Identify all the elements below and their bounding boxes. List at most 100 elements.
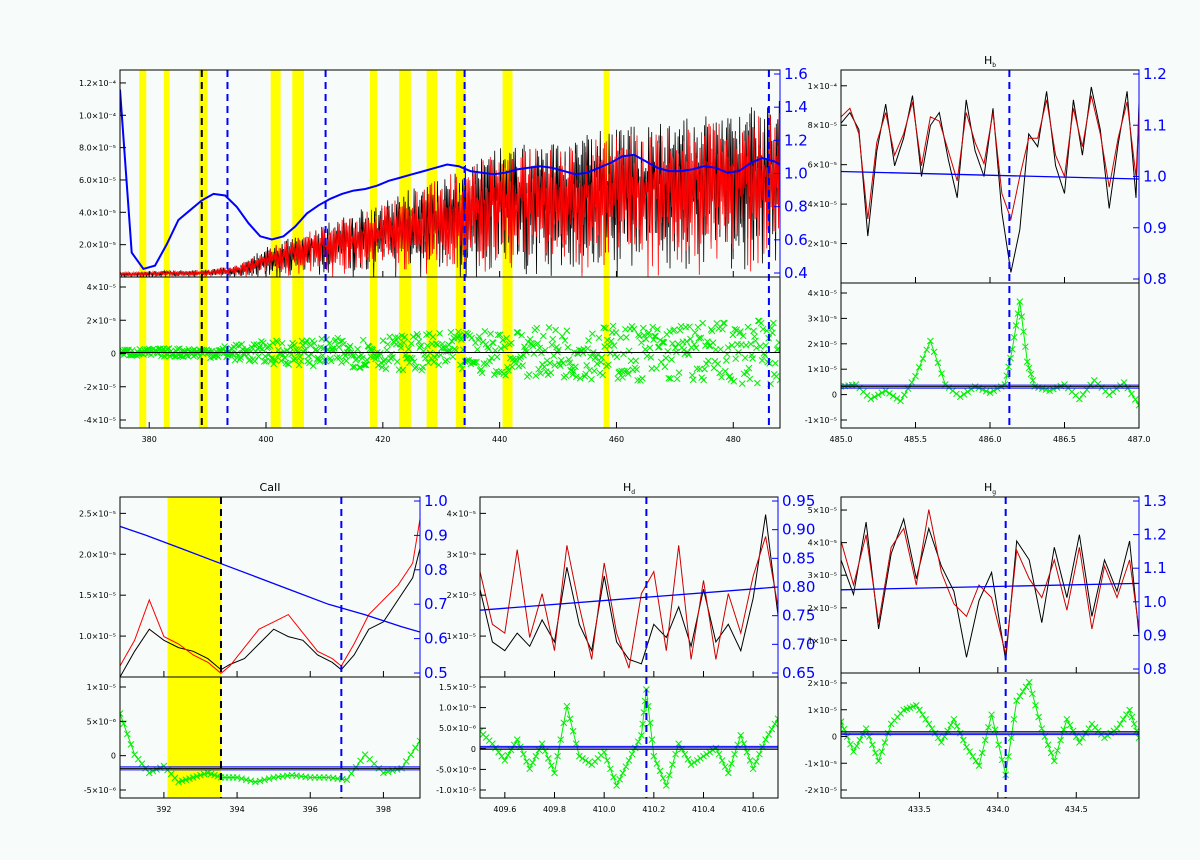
- x-tick-label: 487.0: [1128, 435, 1151, 444]
- flux-tick-label: 1×10⁻⁵: [808, 636, 837, 645]
- series-model: [120, 113, 780, 277]
- flux-plot-area: [120, 518, 420, 677]
- ratio-tick-label: 0.65: [782, 664, 815, 682]
- ratio-tick-label: 1.2: [784, 131, 808, 149]
- panel-hgamma: 433.5 434.0 434.5 1×10⁻⁵ 2×10⁻⁵ 3×10⁻⁵ 4×10⁻⁵ 5…: [805, 481, 1167, 814]
- x-tick-label: 485.0: [830, 435, 853, 444]
- panel-title: Hb: [984, 54, 996, 69]
- series-residual-markers: [120, 317, 780, 388]
- residual-tick-label: -5×10⁻⁶: [84, 786, 116, 795]
- residual-plot-area: [841, 298, 1139, 409]
- flux-tick-label: 1.0×10⁻⁵: [79, 632, 116, 641]
- x-tick-label: 396: [303, 805, 318, 814]
- flux-plot-area: [120, 89, 780, 277]
- x-tick-label: 410.4: [692, 805, 715, 814]
- residual-tick-label: -5.0×10⁻⁶: [436, 765, 476, 774]
- series-ratio: [480, 586, 778, 611]
- ratio-tick-label: 0.8: [424, 561, 448, 579]
- x-tick-label: 486.5: [1053, 435, 1076, 444]
- series-observed: [120, 548, 420, 677]
- flux-tick-label: 1.2×10⁻⁴: [79, 79, 116, 88]
- flux-tick-label: 4×10⁻⁵: [808, 200, 837, 209]
- residual-plot-area: [120, 710, 420, 786]
- residual-frame: [119, 676, 421, 799]
- flux-tick-label: 1×10⁻⁵: [447, 632, 476, 641]
- residual-frame: [479, 676, 779, 799]
- ratio-tick-label: 1.3: [1143, 492, 1167, 510]
- highlight-band: [426, 70, 438, 428]
- flux-tick-label: 4×10⁻⁵: [808, 539, 837, 548]
- ratio-tick-label: 1.6: [784, 65, 808, 83]
- ratio-tick-label: 0.6: [424, 630, 448, 648]
- series-ratio: [120, 89, 780, 271]
- ratio-tick-label: 0.85: [782, 549, 815, 567]
- series-observed: [841, 86, 1139, 273]
- panel-overview: 380 400 420 440 460 480 2.0×10⁻⁵ 4.0×10⁻⁵ 6.0×10…: [79, 65, 808, 444]
- residual-tick-label: 1.5×10⁻⁵: [439, 683, 476, 692]
- x-tick-label: 420: [375, 435, 390, 444]
- residual-tick-label: 2×10⁻⁵: [87, 316, 116, 325]
- panel-title: CaII: [260, 481, 281, 494]
- ratio-tick-label: 1.1: [1143, 559, 1167, 577]
- x-tick-label: 380: [142, 435, 157, 444]
- flux-tick-label: 1.5×10⁻⁵: [79, 591, 116, 600]
- flux-tick-label: 4.0×10⁻⁵: [79, 208, 116, 217]
- series-ratio: [841, 170, 1139, 180]
- ratio-tick-label: 1.4: [784, 98, 808, 116]
- residual-tick-label: 5.0×10⁻⁶: [439, 724, 476, 733]
- panel-hdelta: 409.6 409.8 410.0 410.2 410.4 410.6 1×10⁻⁵ 2×10…: [436, 481, 815, 814]
- x-tick-label: 394: [229, 805, 244, 814]
- residual-tick-label: 0: [832, 733, 837, 742]
- series-model: [480, 536, 778, 669]
- highlight-band: [502, 70, 513, 428]
- ratio-tick-label: 0.80: [782, 578, 815, 596]
- flux-tick-label: 2×10⁻⁵: [447, 591, 476, 600]
- residual-tick-label: -1×10⁻⁵: [805, 759, 837, 768]
- flux-tick-label: 3×10⁻⁵: [447, 550, 476, 559]
- residual-frame: [119, 276, 781, 429]
- x-tick-label: 409.8: [543, 805, 566, 814]
- residual-tick-label: 1×10⁻⁵: [87, 683, 116, 692]
- flux-tick-label: 2×10⁻⁵: [808, 240, 837, 249]
- residual-tick-label: 1.0×10⁻⁵: [439, 704, 476, 713]
- series-model: [841, 95, 1139, 221]
- residual-tick-label: -4×10⁻⁵: [84, 416, 116, 425]
- flux-tick-label: 1.0×10⁻⁴: [79, 111, 116, 120]
- residual-tick-label: 4×10⁻⁵: [808, 289, 837, 298]
- x-tick-label: 410.6: [742, 805, 765, 814]
- residual-tick-label: 1×10⁻⁵: [808, 365, 837, 374]
- ratio-tick-label: 1.1: [1143, 116, 1167, 134]
- ratio-tick-label: 1.0: [1143, 593, 1167, 611]
- series-residual-markers: [120, 710, 420, 786]
- ratio-tick-label: 0.70: [782, 635, 815, 653]
- x-tick-label: 434.0: [986, 805, 1009, 814]
- highlight-band: [139, 70, 147, 428]
- series-model: [841, 509, 1139, 655]
- x-tick-label: 398: [376, 805, 391, 814]
- flux-plot-area: [841, 509, 1139, 661]
- residual-tick-label: 1×10⁻⁵: [808, 706, 837, 715]
- x-tick-label: 410.0: [593, 805, 616, 814]
- panel-caii: 392 394 396 398 1.0×10⁻⁵ 1.5×10⁻⁵ 2.0×10⁻⁵ 2.5×…: [79, 481, 448, 814]
- residual-plot-area: [841, 678, 1139, 779]
- x-tick-label: 440: [492, 435, 507, 444]
- ratio-tick-label: 0.9: [1143, 219, 1167, 237]
- residual-tick-label: 0: [111, 350, 116, 359]
- ratio-tick-label: 0.7: [424, 595, 448, 613]
- highlight-band: [603, 70, 610, 428]
- highlight-band: [198, 70, 208, 428]
- flux-tick-label: 3×10⁻⁵: [808, 571, 837, 580]
- residual-tick-label: -2×10⁻⁵: [84, 383, 116, 392]
- flux-tick-label: 2.0×10⁻⁵: [79, 550, 116, 559]
- x-tick-label: 434.5: [1065, 805, 1088, 814]
- ratio-tick-label: 0.95: [782, 492, 815, 510]
- ratio-tick-label: 0.5: [424, 664, 448, 682]
- residual-tick-label: 3×10⁻⁵: [808, 314, 837, 323]
- residual-plot-area: [120, 317, 780, 388]
- flux-plot-area: [480, 514, 778, 669]
- flux-plot-area: [841, 86, 1139, 273]
- flux-tick-label: 2.5×10⁻⁵: [79, 509, 116, 518]
- ratio-tick-label: 1.0: [1143, 168, 1167, 186]
- flux-tick-label: 8.0×10⁻⁵: [79, 144, 116, 153]
